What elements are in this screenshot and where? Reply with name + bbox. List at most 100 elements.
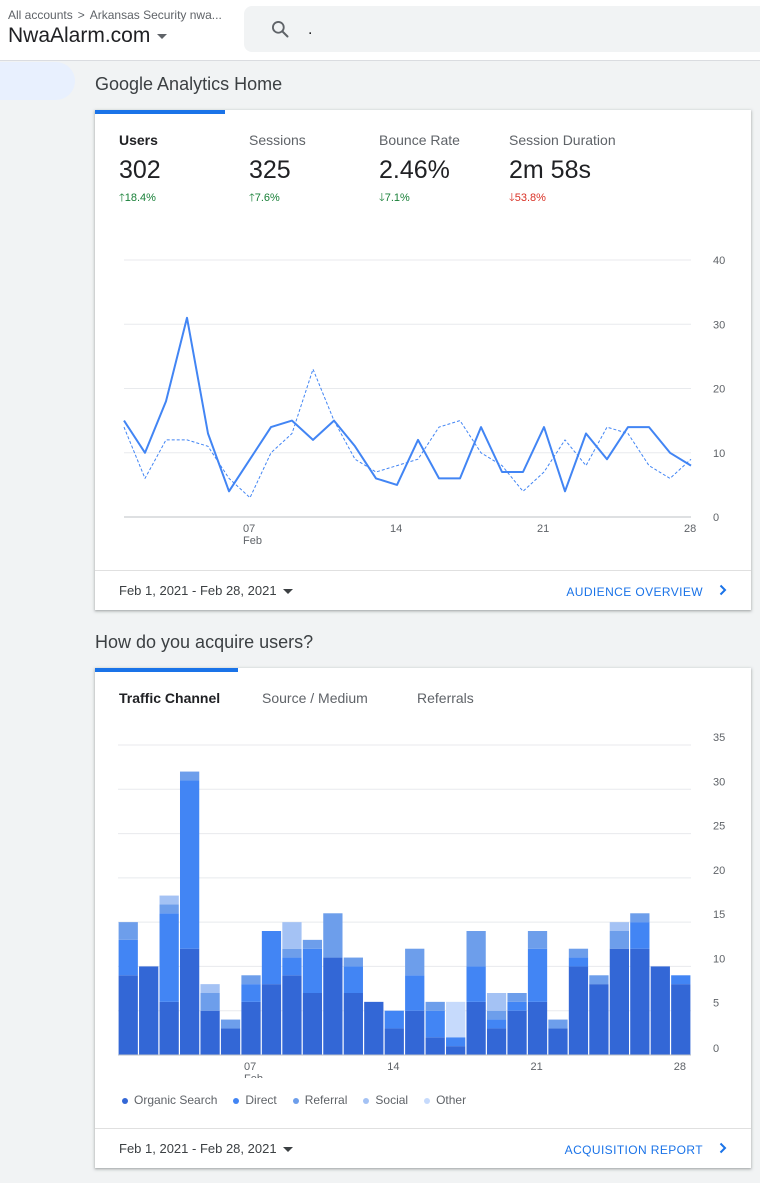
metric-value: 2.46% <box>379 156 450 184</box>
bar-segment-referral <box>159 904 179 914</box>
x-tick-label: 14 <box>390 523 402 535</box>
bar-segment-organic-search <box>405 1010 425 1055</box>
sidebar-item-home[interactable] <box>0 62 75 100</box>
search-input[interactable] <box>306 16 710 44</box>
bar-segment-organic-search <box>343 993 363 1055</box>
account-selector[interactable]: NwaAlarm.com <box>8 24 168 48</box>
metric-label: Sessions <box>249 132 306 148</box>
caret-down-icon <box>282 589 293 595</box>
metric-sessions[interactable]: Sessions 325 🡑7.6% <box>249 132 306 208</box>
y-tick-label: 5 <box>713 998 719 1010</box>
y-tick-label: 20 <box>713 384 725 396</box>
metric-session-duration[interactable]: Session Duration 2m 58s 🡓53.8% <box>509 132 616 208</box>
bar-segment-direct <box>405 975 425 1011</box>
metric-label: Session Duration <box>509 132 616 148</box>
y-tick-label: 35 <box>713 732 725 744</box>
legend-label: Social <box>375 1093 409 1107</box>
acquisition-card: Traffic Channel Source / Medium Referral… <box>95 668 751 1168</box>
metric-change: 🡑18.4% <box>119 192 156 204</box>
bar-segment-referral <box>179 771 200 781</box>
bar-segment-direct <box>466 966 486 1002</box>
y-tick-label: 0 <box>713 1043 719 1055</box>
bar-segment-organic-search <box>159 1001 179 1055</box>
bar-segment-organic-search <box>486 1028 507 1055</box>
bar-segment-organic-search <box>384 1028 404 1055</box>
chevron-down-icon <box>157 33 168 39</box>
y-tick-label: 0 <box>713 512 719 524</box>
bar-segment-referral <box>630 913 650 923</box>
bar-segment-direct <box>486 1019 507 1029</box>
bar-segment-organic-search <box>241 1001 261 1055</box>
metric-value: 2m 58s <box>509 156 591 184</box>
arrow-down-icon: 🡓 <box>509 192 515 204</box>
bar-segment-social <box>486 993 507 1011</box>
bar-segment-direct <box>343 966 363 993</box>
top-bar: All accounts > Arkansas Security nwa... Nw… <box>0 0 760 61</box>
bar-segment-referral <box>486 1010 507 1020</box>
bar-segment-organic-search <box>282 975 302 1055</box>
bar-segment-organic-search <box>568 966 589 1055</box>
tab-traffic-channel[interactable]: Traffic Channel <box>119 690 221 706</box>
arrow-up-icon: 🡑 <box>119 192 125 204</box>
bar-segment-referral <box>302 939 323 949</box>
bar-segment-direct <box>241 984 261 1002</box>
account-name: NwaAlarm.com <box>8 24 151 47</box>
legend-item: Other <box>424 1093 466 1107</box>
bar-segment-direct <box>282 957 302 976</box>
bar-segment-social <box>200 984 220 993</box>
search-icon <box>272 21 289 38</box>
legend-swatch <box>424 1097 431 1104</box>
series-line-previous-period <box>123 368 692 499</box>
y-tick-label: 30 <box>713 319 725 331</box>
bar-segment-organic-search <box>302 993 323 1055</box>
bar-segment-social <box>609 922 630 931</box>
bar-segment-organic-search <box>364 1001 384 1055</box>
chevron-right-icon <box>719 1142 727 1157</box>
legend-item: Referral <box>292 1093 347 1107</box>
bar-segment-organic-search <box>548 1028 568 1055</box>
chart-legend: Organic Search Direct Referral Social Other <box>122 1093 482 1107</box>
y-tick-label: 40 <box>713 255 725 267</box>
arrow-up-icon: 🡑 <box>249 192 255 204</box>
breadcrumb-account[interactable]: Arkansas Security nwa... <box>89 8 222 22</box>
bar-segment-organic-search <box>589 984 609 1055</box>
x-tick-label: 28 <box>674 1061 686 1073</box>
bar-segment-organic-search <box>220 1028 241 1055</box>
metric-value: 302 <box>119 156 161 184</box>
tab-source-medium[interactable]: Source / Medium <box>262 690 368 706</box>
audience-overview-link[interactable]: AUDIENCE OVERVIEW <box>566 584 727 599</box>
x-tick-label: 21 <box>537 523 549 535</box>
bar-segment-direct <box>118 939 138 976</box>
search-bar[interactable] <box>244 6 760 52</box>
breadcrumb-separator: > <box>77 8 85 22</box>
legend-item: Organic Search <box>122 1093 217 1107</box>
bar-segment-referral <box>343 957 363 967</box>
acquisition-report-link[interactable]: ACQUISITION REPORT <box>565 1142 727 1157</box>
bar-segment-referral <box>282 948 302 958</box>
tab-referrals[interactable]: Referrals <box>417 690 474 706</box>
bar-segment-organic-search <box>527 1001 548 1055</box>
active-tab-indicator <box>95 668 238 672</box>
metric-bounce-rate[interactable]: Bounce Rate 2.46% 🡓7.1% <box>379 132 460 208</box>
home-section-title: Google Analytics Home <box>95 74 283 94</box>
date-range-selector[interactable]: Feb 1, 2021 - Feb 28, 2021 <box>119 583 293 598</box>
bar-segment-social <box>159 895 179 905</box>
date-range-selector[interactable]: Feb 1, 2021 - Feb 28, 2021 <box>119 1141 293 1156</box>
bar-segment-direct <box>527 948 548 1002</box>
legend-swatch <box>292 1097 299 1104</box>
card-footer: Feb 1, 2021 - Feb 28, 2021 AUDIENCE OVER… <box>95 570 751 610</box>
metric-users[interactable]: Users 302 🡑18.4% <box>119 132 161 208</box>
legend-swatch <box>233 1097 240 1104</box>
metric-value: 325 <box>249 156 291 184</box>
bar-segment-referral <box>220 1019 241 1029</box>
breadcrumb-all-accounts[interactable]: All accounts <box>8 8 73 22</box>
bar-segment-referral <box>118 922 138 940</box>
x-tick-label: 07 <box>243 523 255 535</box>
metric-change: 🡓7.1% <box>379 192 410 204</box>
bar-segment-organic-search <box>650 966 670 1055</box>
bar-segment-other <box>446 1001 466 1038</box>
bar-segment-direct <box>384 1010 404 1029</box>
x-tick-label: 28 <box>684 523 696 535</box>
series-line-users <box>123 316 692 493</box>
